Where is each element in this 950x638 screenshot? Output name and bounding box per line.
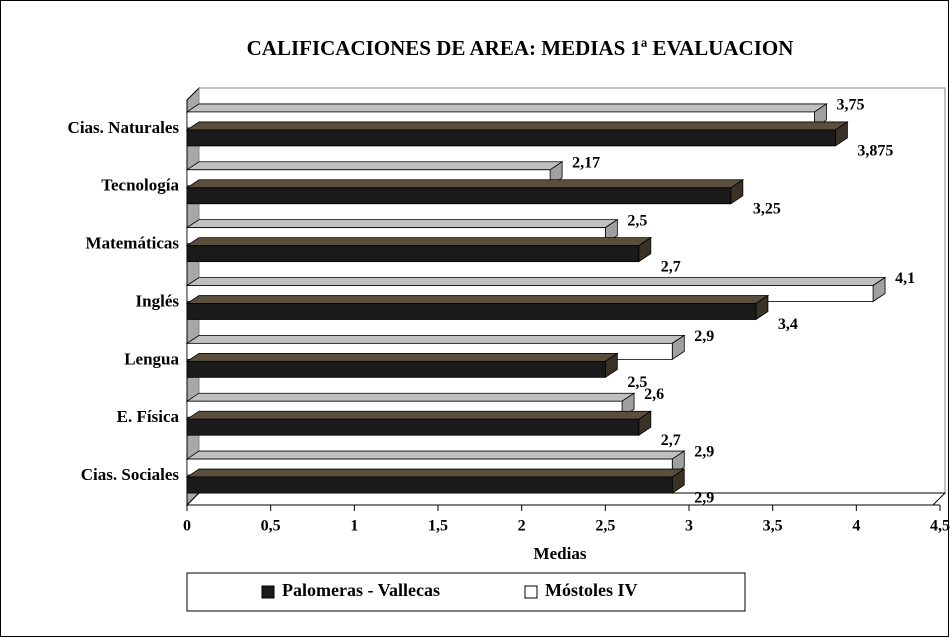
data-label: 4,1 xyxy=(895,270,915,287)
x-tick-label: 4 xyxy=(852,518,860,535)
y-tick-label: Cias. Sociales xyxy=(81,465,180,484)
y-tick-label: Cias. Naturales xyxy=(68,118,180,137)
x-tick-label: 0 xyxy=(183,518,191,535)
bar xyxy=(186,303,757,320)
data-label: 2,5 xyxy=(627,212,647,229)
x-tick-label: 1 xyxy=(350,518,358,535)
legend-swatch xyxy=(524,585,538,599)
data-label: 2,9 xyxy=(694,444,714,461)
data-label: 3,75 xyxy=(837,97,865,114)
floor xyxy=(185,492,947,506)
data-label: 3,4 xyxy=(778,316,798,333)
bar-top xyxy=(185,103,828,113)
x-tick-label: 3,5 xyxy=(763,518,783,535)
data-label: 2,9 xyxy=(694,328,714,345)
bar-top xyxy=(185,179,745,189)
bar-top xyxy=(185,277,887,286)
y-tick-label: E. Física xyxy=(117,407,180,426)
bar xyxy=(186,129,836,147)
y-tick-label: Tecnología xyxy=(101,176,179,195)
bar-top xyxy=(185,410,653,420)
bar xyxy=(186,187,732,205)
bar xyxy=(186,245,640,263)
bar-top xyxy=(185,352,619,362)
bar xyxy=(186,360,606,378)
bar-top xyxy=(185,295,770,304)
data-label: 2,9 xyxy=(694,490,714,507)
data-label: 2,5 xyxy=(627,374,647,391)
x-tick-label: 0,5 xyxy=(261,518,281,535)
legend-label: Palomeras - Vallecas xyxy=(282,580,440,600)
chart-title: CALIFICACIONES DE AREA: MEDIAS 1ª EVALUA… xyxy=(247,36,794,60)
y-tick-label: Inglés xyxy=(136,291,180,310)
legend-swatch xyxy=(261,585,275,599)
bar xyxy=(186,418,640,436)
legend-label: Móstoles IV xyxy=(545,580,638,600)
y-tick-label: Lengua xyxy=(124,349,179,368)
x-tick-label: 2,5 xyxy=(595,518,615,535)
data-label: 2,17 xyxy=(572,154,600,171)
data-label: 2,7 xyxy=(661,258,681,275)
x-tick-label: 1,5 xyxy=(428,518,448,535)
x-tick-label: 2 xyxy=(518,518,526,535)
x-tick-label: 3 xyxy=(685,518,693,535)
bar-top xyxy=(185,237,653,247)
bar-top xyxy=(185,392,636,402)
bar-top xyxy=(185,161,564,171)
legend xyxy=(186,572,746,612)
data-label: 3,875 xyxy=(857,143,893,160)
x-axis-label: Medias xyxy=(534,544,587,563)
data-label: 3,25 xyxy=(753,200,781,217)
bar-top xyxy=(185,468,686,478)
bar-top xyxy=(185,121,849,131)
bar-top xyxy=(185,450,686,460)
bar-top xyxy=(185,219,619,229)
data-label: 2,6 xyxy=(644,386,664,403)
bar xyxy=(186,476,673,494)
y-tick-label: Matemáticas xyxy=(86,234,180,253)
x-tick-label: 4,5 xyxy=(930,518,950,535)
data-label: 2,7 xyxy=(661,432,681,449)
bar-top xyxy=(185,334,686,344)
